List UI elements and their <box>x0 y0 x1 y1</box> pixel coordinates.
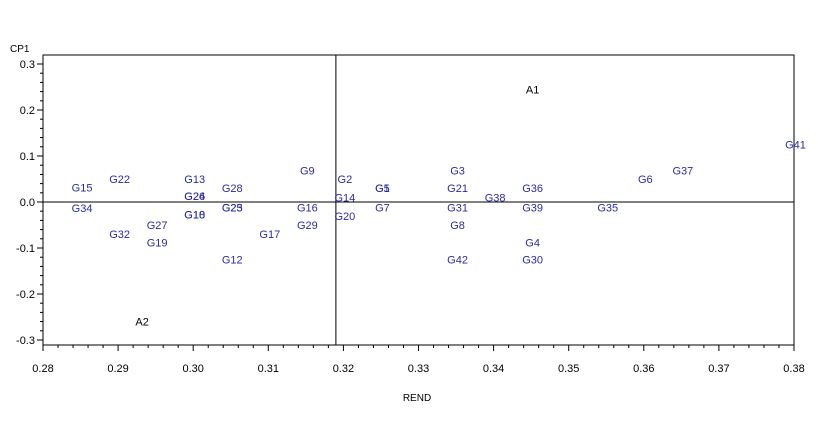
point-label-g20: G20 <box>335 211 356 223</box>
point-label-g12: G12 <box>222 255 243 267</box>
y-tick-label: -0.2 <box>16 289 35 301</box>
x-tick-label: 0.37 <box>708 363 729 375</box>
point-label-g37: G37 <box>672 166 693 178</box>
point-label-g25: G25 <box>222 203 243 215</box>
x-tick-label: 0.38 <box>783 363 804 375</box>
point-label-g34: G34 <box>72 203 93 215</box>
point-label-g36: G36 <box>522 183 543 195</box>
point-label-g7: G7 <box>375 203 390 215</box>
point-label-g19: G19 <box>147 237 168 249</box>
x-axis: 0.28 0.29 0.30 0.31 0.32 0.33 0.34 0.35 0.36 0.37… <box>32 345 805 375</box>
point-label-g6: G6 <box>638 174 653 186</box>
y-tick-label: 0.1 <box>20 151 35 163</box>
point-label-a2: A2 <box>135 317 148 329</box>
point-label-g9: G9 <box>300 166 315 178</box>
point-label-g17: G17 <box>259 229 280 241</box>
plot-frame <box>42 54 795 346</box>
point-label-g23: G23 <box>222 203 243 215</box>
point-label-g28: G28 <box>222 183 243 195</box>
x-tick-label: 0.33 <box>408 363 429 375</box>
y-tick-label: 0.3 <box>20 59 35 71</box>
point-label-g42: G42 <box>447 255 468 267</box>
y-tick-label: 0.2 <box>20 105 35 117</box>
point-label-g5: G5 <box>375 183 390 195</box>
x-tick-label: 0.28 <box>32 363 53 375</box>
x-axis-title: REND <box>403 393 431 404</box>
x-tick-label: 0.31 <box>258 363 279 375</box>
point-label-g24: G24 <box>184 191 205 203</box>
point-label-g21: G21 <box>447 183 468 195</box>
point-label-g15: G15 <box>72 182 93 194</box>
y-tick-label: 0.0 <box>20 197 35 209</box>
point-label-g32: G32 <box>109 229 130 241</box>
x-tick-label: 0.34 <box>483 363 504 375</box>
point-label-g29: G29 <box>297 220 318 232</box>
x-tick-label: 0.30 <box>182 363 203 375</box>
data-points: G15G34G22G32G27G19G13G24G26G18G10G28G25G… <box>72 84 806 328</box>
point-label-g35: G35 <box>597 203 618 215</box>
point-label-g27: G27 <box>147 220 168 232</box>
y-axis: 0.3 0.2 0.1 0.0 -0.1 -0.2 -0.3 <box>16 59 43 347</box>
x-tick-label: 0.35 <box>558 363 579 375</box>
point-label-g41: G41 <box>785 140 806 152</box>
point-label-g4: G4 <box>525 237 540 249</box>
y-tick-label: -0.1 <box>16 243 35 255</box>
x-tick-label: 0.36 <box>633 363 654 375</box>
x-tick-label: 0.29 <box>107 363 128 375</box>
x-tick-label: 0.32 <box>333 363 354 375</box>
point-label-g8: G8 <box>450 220 465 232</box>
point-label-g39: G39 <box>522 203 543 215</box>
point-label-g31: G31 <box>447 203 468 215</box>
point-label-g10: G10 <box>184 209 205 221</box>
point-label-g14: G14 <box>335 192 356 204</box>
point-label-g16: G16 <box>297 203 318 215</box>
point-label-g26: G26 <box>184 191 205 203</box>
reference-lines <box>43 55 794 345</box>
point-label-g30: G30 <box>522 255 543 267</box>
point-label-g3: G3 <box>450 166 465 178</box>
point-label-a1: A1 <box>526 84 539 96</box>
y-tick-label: -0.3 <box>16 335 35 347</box>
point-label-g18: G18 <box>184 209 205 221</box>
point-label-g38: G38 <box>485 192 506 204</box>
point-label-g1: G1 <box>375 183 390 195</box>
y-axis-title: CP1 <box>10 44 30 55</box>
point-label-g2: G2 <box>338 174 353 186</box>
point-label-g22: G22 <box>109 174 130 186</box>
point-label-g13: G13 <box>184 174 205 186</box>
